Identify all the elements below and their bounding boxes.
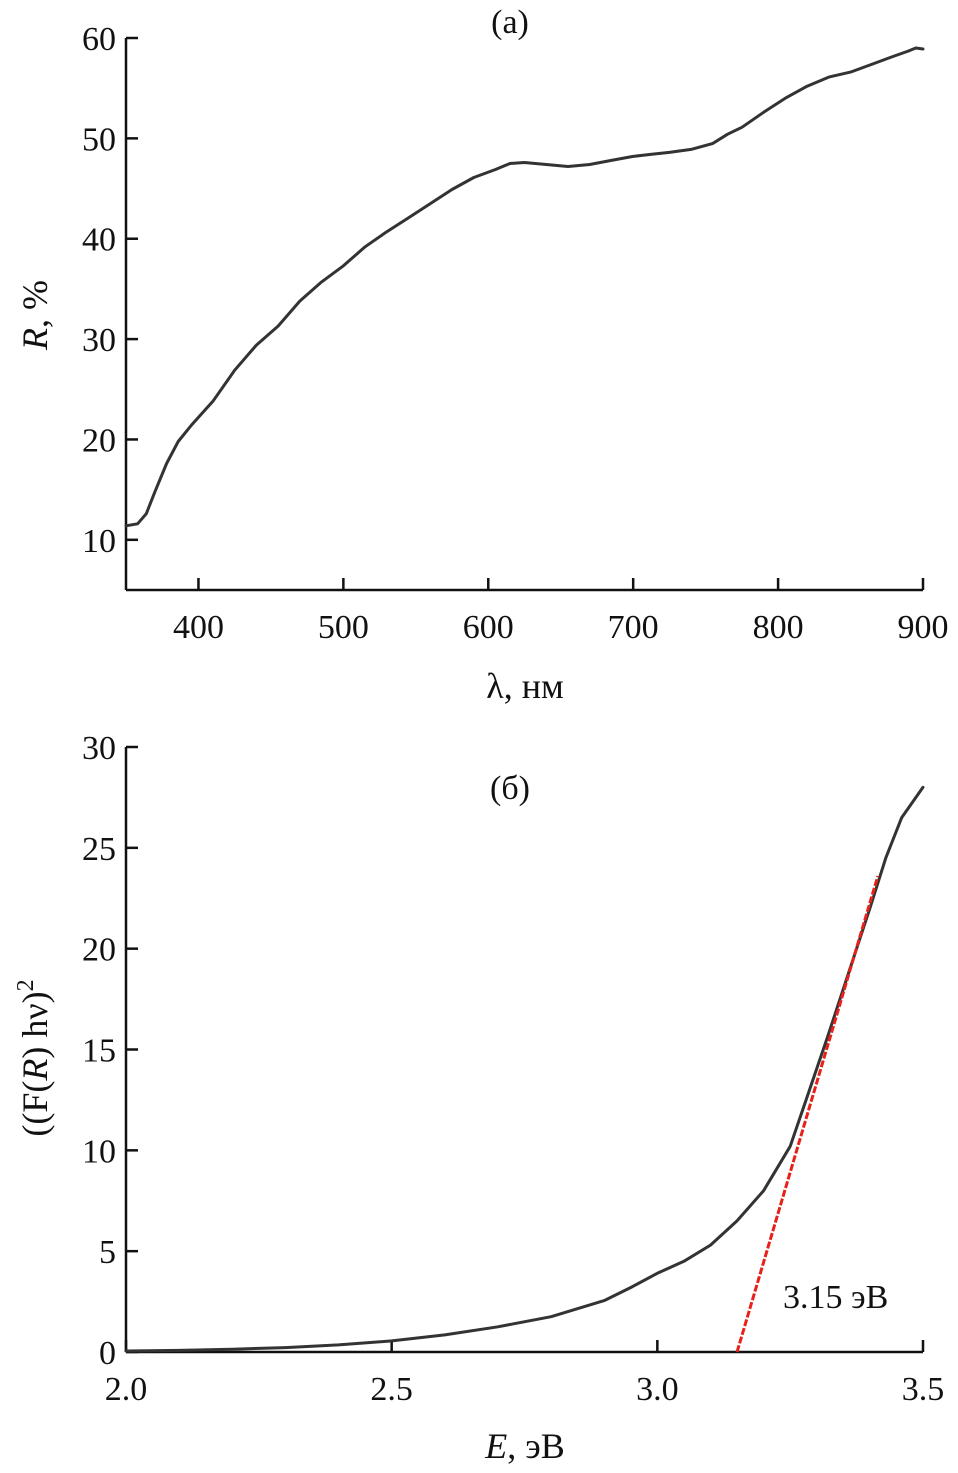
panel-a-y-ticks: 10 20 30 40 50 60	[82, 21, 138, 560]
panel-a-y-tick-label: 20	[82, 422, 116, 459]
panel-b-y-tick-label: 5	[99, 1234, 116, 1271]
panel-b-x-tick-label: 2.5	[370, 1371, 413, 1408]
panel-b-y-tick-label: 10	[82, 1133, 116, 1170]
panel-b-y-pre: ((F(	[15, 1081, 55, 1137]
panel-a-label: (a)	[491, 4, 529, 41]
panel-b-series	[124, 785, 925, 1353]
panel-b-y-tick-label: 30	[82, 730, 116, 767]
panel-b-x-axis-label: E, эВ	[484, 1426, 564, 1466]
panel-a-y-tick-label: 10	[82, 523, 116, 560]
panel-a-x-unit: , нм	[504, 666, 564, 706]
panel-b-y-var: R	[15, 1059, 55, 1082]
panel-b-x-tick-label: 3.5	[902, 1371, 945, 1408]
panel-a-y-tick-label: 30	[82, 322, 116, 359]
panel-b-x-unit: , эВ	[507, 1426, 564, 1466]
panel-b-x-tick-label: 3.0	[636, 1371, 679, 1408]
panel-b-x-tick-label: 2.0	[105, 1371, 148, 1408]
panel-a-y-tick-label: 60	[82, 21, 116, 58]
panel-b-tauc-chart: (б) 2.0 2.5 3.0 3.5 0 5 10 15 20 25 30 3.15 эВ E,…	[13, 730, 944, 1466]
panel-b-y-tick-label: 0	[99, 1335, 116, 1372]
panel-b-linear-fit-line	[735, 875, 880, 1353]
panel-a-x-tick-label: 900	[898, 609, 949, 646]
panel-b-label: (б)	[490, 770, 530, 807]
panel-a-x-tick-label: 400	[173, 609, 224, 646]
panel-b-y-ticks: 0 5 10 15 20 25 30	[82, 730, 138, 1372]
panel-a-x-tick-label: 700	[608, 609, 659, 646]
panel-a-reflectance-chart: (a) 400 500 600 700 800 900 10 20 30 40 50 60 λ, н…	[15, 4, 949, 706]
panel-a-y-var: R	[15, 328, 55, 351]
panel-a-x-tick-label: 500	[318, 609, 369, 646]
panel-b-x-ticks: 2.0 2.5 3.0 3.5	[105, 1340, 945, 1408]
panel-b-y-axis-label: ((F(R) hν)2	[13, 979, 55, 1136]
panel-a-axes	[124, 38, 923, 592]
panel-a-x-ticks: 400 500 600 700 800 900	[173, 578, 949, 646]
panel-b-y-post: ) hν)	[15, 991, 55, 1058]
panel-b-y-sup: 2	[13, 979, 39, 991]
panel-a-x-tick-label: 800	[753, 609, 804, 646]
panel-b-y-tick-label: 25	[82, 831, 116, 868]
panel-a-data-line	[124, 46, 925, 528]
panel-a-x-axis-label: λ, нм	[486, 666, 564, 706]
panel-a-x-var: λ	[486, 666, 504, 706]
panel-b-y-tick-label: 20	[82, 932, 116, 969]
panel-a-y-tick-label: 40	[82, 222, 116, 259]
panel-a-x-tick-label: 600	[463, 609, 514, 646]
panel-a-y-unit: , %	[15, 280, 55, 328]
panel-a-y-tick-label: 50	[82, 121, 116, 158]
panel-b-y-tick-label: 15	[82, 1033, 116, 1070]
panel-a-y-axis-label: R, %	[15, 280, 55, 351]
panel-a-series	[124, 46, 925, 528]
panel-b-axes	[124, 747, 923, 1354]
panel-b-data-line	[124, 785, 925, 1353]
panel-b-x-var: E	[484, 1426, 507, 1466]
panel-b-bandgap-annotation: 3.15 эВ	[783, 1279, 888, 1316]
